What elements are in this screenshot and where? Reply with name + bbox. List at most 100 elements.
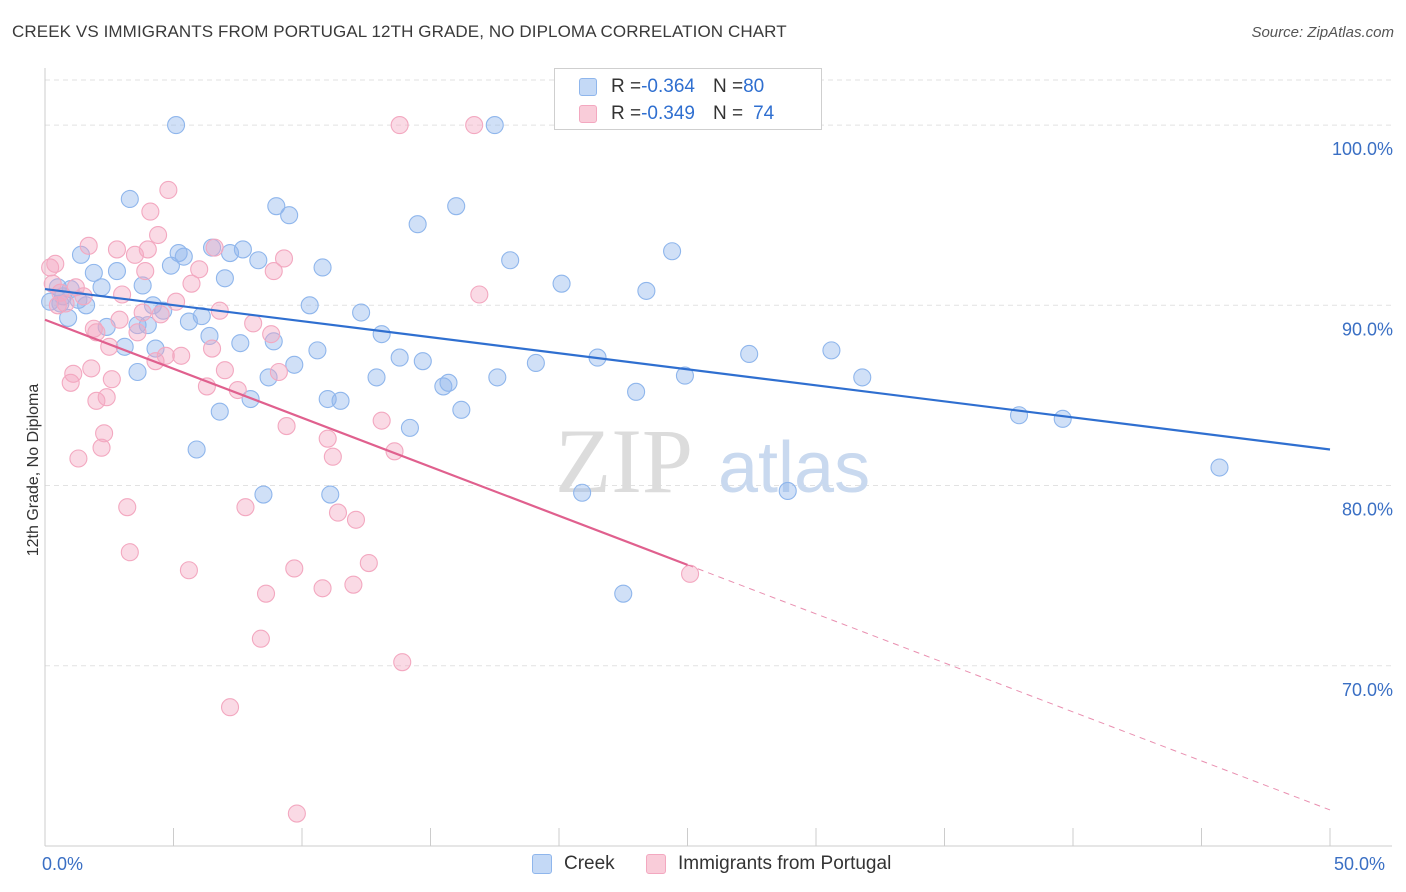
point-creek xyxy=(1210,458,1229,477)
point-creek xyxy=(501,251,520,270)
point-portugal xyxy=(323,447,342,466)
point-portugal xyxy=(318,429,337,448)
y-tick-label: 80.0% xyxy=(1342,500,1393,520)
point-portugal xyxy=(82,359,101,378)
point-portugal xyxy=(285,559,304,578)
legend-r-label: R = xyxy=(611,76,642,97)
point-creek xyxy=(447,197,466,216)
point-portugal xyxy=(56,294,75,313)
point-creek xyxy=(254,485,273,504)
point-creek xyxy=(552,274,571,293)
point-creek xyxy=(740,344,759,364)
point-creek xyxy=(313,258,332,277)
point-creek xyxy=(169,243,188,263)
point-creek xyxy=(107,262,127,281)
point-creek xyxy=(1053,409,1072,428)
point-portugal xyxy=(256,584,276,603)
point-portugal xyxy=(372,411,391,430)
point-creek xyxy=(146,339,165,358)
series-portugal-points xyxy=(41,116,700,823)
point-portugal xyxy=(182,274,201,293)
point-creek xyxy=(573,483,592,502)
bottom-legend-label-portugal: Immigrants from Portugal xyxy=(678,853,892,874)
point-portugal xyxy=(87,391,106,410)
point-creek xyxy=(215,269,234,288)
legend-row-portugal: R = -0.349 N = 74 xyxy=(579,102,774,126)
point-creek xyxy=(614,584,633,603)
bottom-legend-label-creek: Creek xyxy=(564,853,615,874)
point-portugal xyxy=(64,364,83,383)
point-creek xyxy=(400,418,419,437)
legend-row-creek: R = -0.364 N = 80 xyxy=(579,75,764,99)
point-portugal xyxy=(313,579,332,598)
point-portugal xyxy=(48,296,67,315)
point-creek xyxy=(637,281,656,300)
point-portugal xyxy=(262,325,281,344)
point-portugal xyxy=(92,438,111,457)
point-creek xyxy=(853,368,872,387)
point-portugal xyxy=(46,254,65,273)
point-portugal xyxy=(269,362,288,382)
trend-line-creek xyxy=(44,287,1331,451)
legend-n-value-creek: 80 xyxy=(743,76,765,97)
point-creek xyxy=(59,308,78,327)
point-creek xyxy=(133,276,152,295)
point-creek xyxy=(92,278,111,297)
trend-line-portugal-dashed xyxy=(687,564,1331,811)
point-portugal xyxy=(151,305,170,324)
point-creek xyxy=(434,377,453,396)
point-creek xyxy=(264,332,283,351)
point-portugal xyxy=(136,262,155,281)
point-portugal xyxy=(79,236,98,255)
point-portugal xyxy=(251,629,270,648)
point-portugal xyxy=(107,240,127,259)
point-portugal xyxy=(681,564,700,583)
point-portugal xyxy=(359,553,378,573)
legend-r-label: R = xyxy=(611,103,642,124)
point-portugal xyxy=(203,339,222,358)
bottom-legend-swatch-creek xyxy=(532,854,552,874)
legend-swatch-creek xyxy=(579,78,597,96)
point-creek xyxy=(51,294,70,313)
point-portugal xyxy=(138,240,157,259)
point-creek xyxy=(390,348,409,367)
point-portugal xyxy=(172,346,191,365)
point-creek xyxy=(267,197,286,216)
x-tick-label-max: 50.0% xyxy=(1334,854,1386,874)
y-tick-label: 100.0% xyxy=(1332,139,1393,159)
point-creek xyxy=(308,341,327,360)
point-portugal xyxy=(133,303,152,322)
point-creek xyxy=(413,352,432,371)
point-creek xyxy=(439,373,458,392)
point-portugal xyxy=(205,238,224,257)
y-tick-labels: 100.0% 90.0% 80.0% 70.0% xyxy=(1332,139,1393,700)
point-creek xyxy=(321,485,340,504)
legend-r-value-creek: -0.364 xyxy=(641,76,695,97)
legend-swatch-portugal xyxy=(579,105,597,123)
point-creek xyxy=(352,303,371,322)
point-creek xyxy=(485,116,504,135)
point-portugal xyxy=(120,543,139,562)
point-creek xyxy=(822,341,841,360)
point-creek xyxy=(367,368,386,387)
point-portugal xyxy=(159,180,178,200)
point-creek xyxy=(174,247,193,266)
point-portugal xyxy=(344,575,363,594)
point-creek xyxy=(408,215,427,234)
y-tick-label: 70.0% xyxy=(1342,680,1393,700)
point-creek xyxy=(778,481,797,500)
point-creek xyxy=(526,353,545,373)
point-portugal xyxy=(167,292,186,311)
point-portugal xyxy=(328,503,348,522)
bottom-legend-portugal: Immigrants from Portugal xyxy=(646,852,891,876)
x-tick-label-min: 0.0% xyxy=(42,854,84,874)
point-creek xyxy=(627,382,646,401)
trend-line-portugal xyxy=(44,318,688,566)
point-portugal xyxy=(236,498,255,517)
point-portugal xyxy=(346,510,366,529)
point-creek xyxy=(249,251,268,270)
point-portugal xyxy=(110,310,129,329)
point-portugal xyxy=(277,417,296,436)
source-credit: Source: ZipAtlas.com xyxy=(1251,24,1394,41)
